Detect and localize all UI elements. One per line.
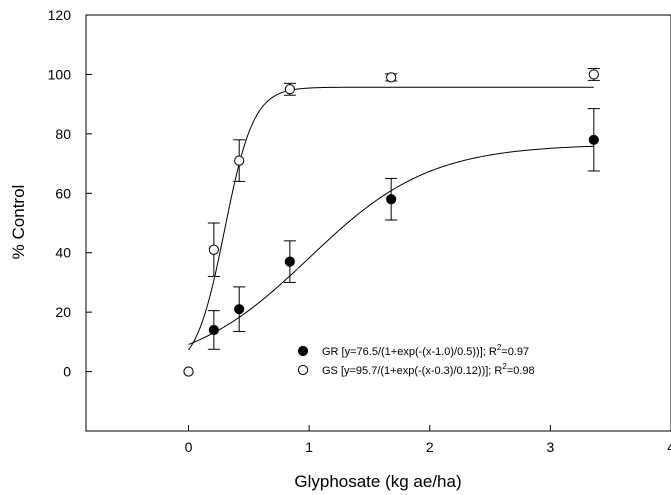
legend-label-gr: GR [y=76.5/(1+exp(-(x-1.0)/0.5))]; R2=0.…	[322, 343, 529, 358]
axis-ticks: 01234020406080100120	[48, 7, 671, 455]
y-tick-label: 80	[55, 126, 71, 142]
data-point-gs	[588, 69, 599, 80]
data-point-gs	[234, 155, 245, 166]
y-tick-label: 40	[55, 245, 71, 261]
error-bars	[207, 67, 600, 350]
x-tick-label: 0	[185, 439, 193, 455]
y-tick-label: 20	[55, 304, 71, 320]
plot-frame	[85, 14, 671, 432]
y-tick-label: 0	[63, 364, 71, 380]
x-tick-label: 2	[426, 439, 434, 455]
data-point-gr	[284, 256, 295, 267]
data-point-gr	[208, 324, 219, 336]
data-point-gs	[208, 244, 219, 255]
data-points	[183, 69, 599, 377]
legend-label-gs: GS [y=95.7/(1+exp(-(x-0.3)/0.12))]; R2=0…	[322, 362, 535, 377]
y-tick-label: 60	[55, 185, 71, 201]
legend-marker-gs	[297, 364, 309, 376]
legend: GR [y=76.5/(1+exp(-(x-1.0)/0.5))]; R2=0.…	[297, 343, 535, 377]
data-point-gs	[284, 84, 295, 95]
x-tick-label: 1	[305, 439, 313, 455]
x-tick-label: 3	[546, 439, 554, 455]
fit-curve-gr	[188, 145, 594, 345]
y-tick-label: 120	[48, 7, 72, 23]
y-axis-title: % Control	[9, 185, 28, 260]
fit-curve-gs	[188, 86, 594, 351]
data-point-gr	[234, 304, 245, 315]
legend-marker-gr	[297, 345, 309, 357]
data-point-gr	[386, 194, 397, 205]
y-tick-label: 100	[48, 66, 72, 82]
x-tick-label: 4	[667, 439, 671, 455]
data-point-gs	[386, 72, 397, 83]
data-point-gr	[588, 134, 599, 145]
data-point-gs	[183, 366, 194, 377]
plot-border	[85, 14, 671, 432]
x-axis-title: Glyphosate (kg ae/ha)	[294, 472, 461, 491]
